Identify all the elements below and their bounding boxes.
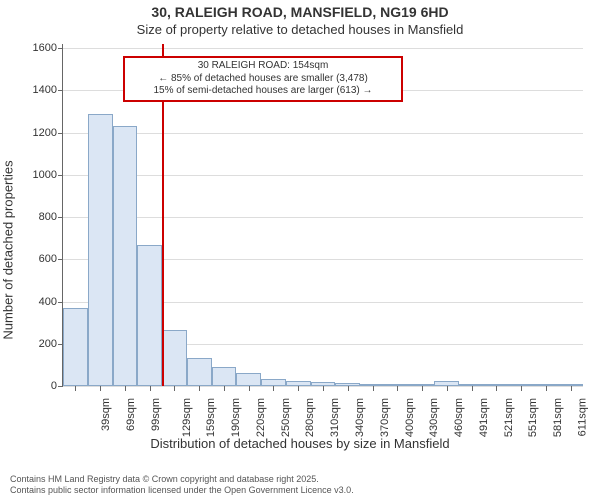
ytick-label: 1000 xyxy=(33,169,63,181)
xtick-mark xyxy=(496,386,497,391)
histogram-bar xyxy=(509,384,534,386)
xtick-mark xyxy=(447,386,448,391)
callout-line: 15% of semi-detached houses are larger (… xyxy=(129,85,397,98)
attribution-line: Contains public sector information licen… xyxy=(10,485,354,496)
ytick-label: 0 xyxy=(51,380,63,392)
xtick-label: 39sqm xyxy=(100,398,112,431)
ytick-label: 1400 xyxy=(33,84,63,96)
xtick-mark xyxy=(199,386,200,391)
xtick-label: 491sqm xyxy=(478,398,490,437)
xtick-label: 581sqm xyxy=(552,398,564,437)
xtick-mark xyxy=(249,386,250,391)
xtick-label: 129sqm xyxy=(181,398,193,437)
xtick-label: 460sqm xyxy=(453,398,465,437)
callout-line: 30 RALEIGH ROAD: 154sqm xyxy=(129,60,397,73)
xtick-label: 159sqm xyxy=(206,398,218,437)
xtick-mark xyxy=(298,386,299,391)
xtick-mark xyxy=(571,386,572,391)
ytick-label: 400 xyxy=(39,296,63,308)
histogram-bar xyxy=(212,367,237,386)
ytick-label: 1200 xyxy=(33,127,63,139)
xtick-mark xyxy=(224,386,225,391)
histogram-bar xyxy=(236,373,261,386)
histogram-bar xyxy=(533,384,558,386)
xtick-mark xyxy=(75,386,76,391)
xtick-mark xyxy=(273,386,274,391)
histogram-bar xyxy=(113,126,138,386)
callout-line: ← 85% of detached houses are smaller (3,… xyxy=(129,73,397,86)
attribution-line: Contains HM Land Registry data © Crown c… xyxy=(10,474,354,485)
histogram-bar xyxy=(63,308,88,386)
xtick-mark xyxy=(323,386,324,391)
callout-box: 30 RALEIGH ROAD: 154sqm← 85% of detached… xyxy=(123,56,403,102)
xtick-label: 190sqm xyxy=(230,398,242,437)
xtick-mark xyxy=(521,386,522,391)
y-axis-label: Number of detached properties xyxy=(1,160,16,339)
xtick-mark xyxy=(150,386,151,391)
xtick-label: 280sqm xyxy=(305,398,317,437)
x-axis-label: Distribution of detached houses by size … xyxy=(0,436,600,451)
xtick-label: 400sqm xyxy=(404,398,416,437)
xtick-mark xyxy=(397,386,398,391)
xtick-label: 69sqm xyxy=(125,398,137,431)
xtick-mark xyxy=(100,386,101,391)
ytick-label: 200 xyxy=(39,338,63,350)
histogram-bar xyxy=(335,383,360,386)
histogram-bar xyxy=(558,384,583,386)
histogram-bar xyxy=(311,382,336,386)
xtick-label: 220sqm xyxy=(255,398,267,437)
histogram-bar xyxy=(162,330,187,386)
ytick-label: 800 xyxy=(39,211,63,223)
gridline xyxy=(63,217,583,218)
histogram-bar xyxy=(137,245,162,386)
xtick-label: 551sqm xyxy=(527,398,539,437)
xtick-label: 521sqm xyxy=(503,398,515,437)
ytick-label: 600 xyxy=(39,253,63,265)
histogram-bar xyxy=(410,384,435,386)
histogram-bar xyxy=(360,384,385,386)
histogram-bar xyxy=(484,384,509,386)
xtick-label: 611sqm xyxy=(576,398,588,436)
xtick-label: 430sqm xyxy=(428,398,440,437)
xtick-mark xyxy=(546,386,547,391)
xtick-label: 310sqm xyxy=(329,398,341,437)
attribution-text: Contains HM Land Registry data © Crown c… xyxy=(10,474,354,497)
gridline xyxy=(63,175,583,176)
histogram-bar xyxy=(88,114,113,386)
xtick-mark xyxy=(472,386,473,391)
xtick-mark xyxy=(348,386,349,391)
histogram-bar xyxy=(286,381,311,386)
ytick-label: 1600 xyxy=(33,42,63,54)
xtick-mark xyxy=(174,386,175,391)
chart-container: 30, RALEIGH ROAD, MANSFIELD, NG19 6HD Si… xyxy=(0,0,600,500)
histogram-bar xyxy=(261,379,286,386)
xtick-label: 250sqm xyxy=(280,398,292,437)
chart-subtitle: Size of property relative to detached ho… xyxy=(0,22,600,37)
xtick-label: 370sqm xyxy=(379,398,391,437)
xtick-mark xyxy=(422,386,423,391)
histogram-bar xyxy=(459,384,484,386)
gridline xyxy=(63,48,583,49)
xtick-label: 340sqm xyxy=(354,398,366,437)
xtick-mark xyxy=(373,386,374,391)
plot-area: 30 RALEIGH ROAD: 154sqm← 85% of detached… xyxy=(62,44,583,387)
xtick-label: 99sqm xyxy=(150,398,162,431)
xtick-mark xyxy=(125,386,126,391)
gridline xyxy=(63,133,583,134)
histogram-bar xyxy=(434,381,459,386)
chart-title: 30, RALEIGH ROAD, MANSFIELD, NG19 6HD xyxy=(0,4,600,20)
histogram-bar xyxy=(187,358,212,387)
histogram-bar xyxy=(385,384,410,386)
